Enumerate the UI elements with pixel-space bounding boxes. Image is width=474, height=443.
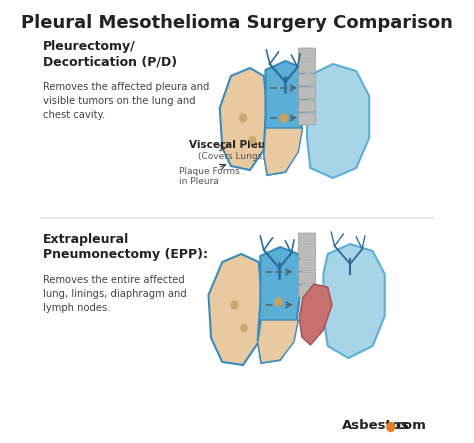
Circle shape	[249, 136, 255, 144]
FancyBboxPatch shape	[298, 285, 316, 297]
Circle shape	[280, 114, 287, 122]
Polygon shape	[264, 61, 306, 175]
Polygon shape	[258, 247, 302, 363]
Circle shape	[241, 325, 247, 331]
Circle shape	[275, 298, 282, 306]
FancyBboxPatch shape	[298, 259, 316, 271]
FancyBboxPatch shape	[298, 61, 316, 73]
Polygon shape	[264, 128, 303, 175]
FancyBboxPatch shape	[298, 74, 316, 86]
Text: Extrapleural
Pneumonectomy (EPP):: Extrapleural Pneumonectomy (EPP):	[43, 233, 208, 261]
Polygon shape	[209, 254, 262, 365]
FancyBboxPatch shape	[298, 48, 316, 60]
Text: com: com	[395, 419, 426, 432]
FancyBboxPatch shape	[298, 233, 316, 245]
Polygon shape	[299, 284, 332, 345]
Polygon shape	[220, 68, 267, 170]
FancyBboxPatch shape	[298, 113, 316, 125]
FancyBboxPatch shape	[298, 87, 316, 99]
Polygon shape	[258, 320, 298, 363]
FancyBboxPatch shape	[298, 246, 316, 258]
Text: Pleurectomy/
Decortication (P/D): Pleurectomy/ Decortication (P/D)	[43, 40, 177, 68]
FancyBboxPatch shape	[298, 272, 316, 284]
Circle shape	[239, 114, 246, 122]
Circle shape	[231, 301, 238, 309]
Text: Removes the affected pleura and
visible tumors on the lung and
chest cavity.: Removes the affected pleura and visible …	[43, 82, 209, 120]
Circle shape	[387, 423, 395, 431]
Text: Removes the entire affected
lung, linings, diaphragm and
lymph nodes.: Removes the entire affected lung, lining…	[43, 275, 186, 313]
Polygon shape	[323, 244, 385, 358]
Text: (Covers Lungs): (Covers Lungs)	[198, 152, 266, 161]
FancyBboxPatch shape	[298, 100, 316, 112]
Text: Pleural Mesothelioma Surgery Comparison: Pleural Mesothelioma Surgery Comparison	[21, 14, 453, 32]
Polygon shape	[307, 64, 369, 178]
Text: Plaque Forms
in Pleura: Plaque Forms in Pleura	[179, 167, 240, 187]
Text: Asbestos: Asbestos	[342, 419, 410, 432]
Text: Visceral Pleura: Visceral Pleura	[190, 140, 278, 150]
